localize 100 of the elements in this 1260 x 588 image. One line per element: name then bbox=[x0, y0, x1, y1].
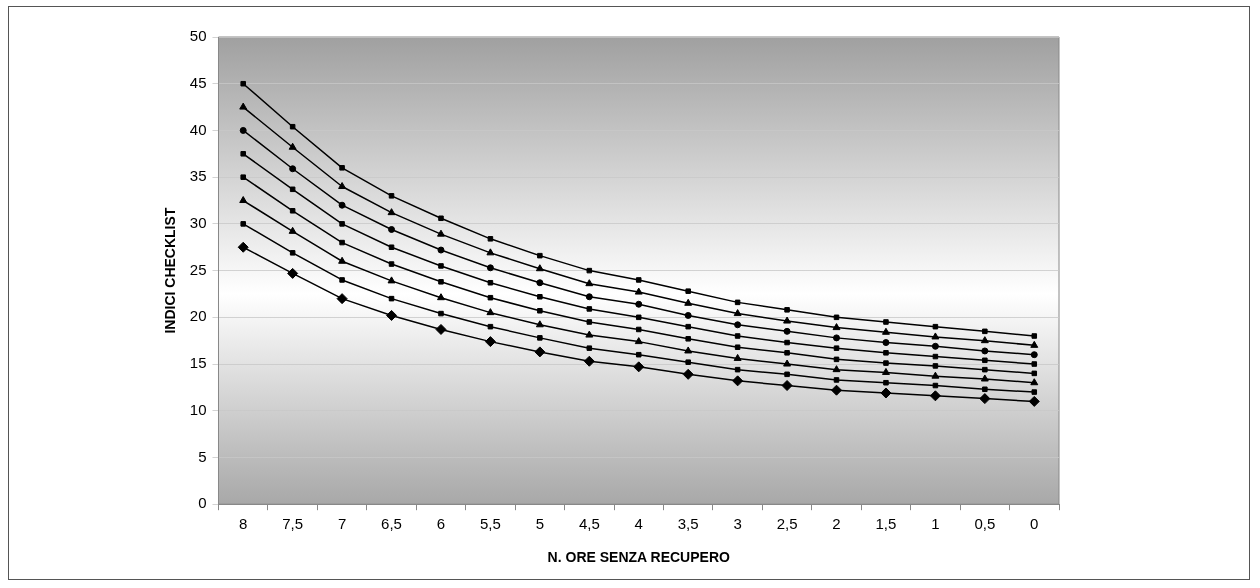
point bbox=[684, 346, 693, 354]
point bbox=[289, 123, 296, 130]
x-tick-label: 6 bbox=[436, 515, 446, 533]
point bbox=[833, 334, 841, 342]
x-tick-label: 4,5 bbox=[578, 515, 600, 533]
x-axis-title: N. ORE SENZA RECUPERO bbox=[547, 549, 730, 566]
point bbox=[437, 229, 445, 237]
x-tick-label: 3 bbox=[733, 515, 742, 533]
point bbox=[635, 326, 642, 333]
point bbox=[635, 300, 643, 308]
x-tick-label: 8 bbox=[239, 515, 248, 533]
point bbox=[982, 386, 988, 393]
point bbox=[387, 276, 396, 284]
point bbox=[240, 174, 246, 180]
point bbox=[982, 357, 988, 364]
point bbox=[240, 151, 246, 157]
point bbox=[289, 250, 296, 256]
point bbox=[781, 380, 793, 392]
y-tick-label: 35 bbox=[189, 167, 207, 185]
point bbox=[537, 308, 543, 314]
point bbox=[734, 344, 741, 350]
point bbox=[586, 306, 593, 312]
point bbox=[833, 356, 840, 363]
point bbox=[386, 309, 398, 321]
point bbox=[634, 287, 643, 295]
point bbox=[932, 382, 939, 389]
point bbox=[982, 328, 988, 335]
point bbox=[980, 374, 989, 382]
y-tick-label: 10 bbox=[189, 400, 207, 418]
point bbox=[388, 193, 395, 199]
point bbox=[536, 279, 544, 287]
point bbox=[336, 293, 348, 305]
point bbox=[831, 384, 843, 396]
point bbox=[585, 293, 593, 301]
point bbox=[1031, 361, 1038, 367]
point bbox=[980, 336, 989, 344]
point bbox=[833, 345, 840, 351]
point bbox=[486, 248, 495, 256]
point bbox=[1031, 370, 1038, 377]
y-axis-title: INDICI CHECKLIST bbox=[162, 207, 179, 334]
point bbox=[486, 308, 495, 316]
point bbox=[535, 320, 544, 328]
y-tick-label: 45 bbox=[189, 73, 207, 91]
point bbox=[338, 256, 347, 264]
point bbox=[388, 295, 395, 302]
x-tick-label: 0 bbox=[1030, 515, 1039, 533]
point bbox=[585, 330, 594, 338]
point bbox=[338, 182, 347, 189]
x-tick-label: 1,5 bbox=[875, 515, 897, 533]
point bbox=[932, 353, 939, 360]
point bbox=[339, 221, 345, 227]
point bbox=[734, 366, 741, 373]
point bbox=[883, 319, 889, 325]
x-tick-label: 5,5 bbox=[479, 515, 501, 533]
point bbox=[932, 323, 939, 330]
point bbox=[435, 323, 447, 335]
point bbox=[537, 252, 543, 259]
point bbox=[487, 279, 494, 286]
y-tick-label: 5 bbox=[198, 447, 207, 465]
point bbox=[685, 288, 691, 294]
point bbox=[784, 350, 790, 356]
point bbox=[1031, 333, 1038, 339]
point bbox=[387, 208, 396, 216]
point bbox=[635, 351, 642, 358]
point bbox=[437, 246, 445, 254]
point bbox=[684, 298, 693, 306]
point bbox=[486, 264, 494, 272]
point bbox=[339, 277, 345, 283]
point bbox=[685, 359, 691, 365]
x-tick-label: 4 bbox=[634, 515, 643, 533]
point bbox=[239, 102, 248, 110]
point bbox=[734, 299, 741, 306]
point bbox=[833, 377, 840, 383]
point bbox=[981, 347, 989, 355]
point bbox=[239, 196, 248, 204]
point bbox=[881, 367, 890, 375]
point bbox=[289, 165, 297, 173]
point bbox=[237, 241, 249, 253]
point bbox=[685, 323, 691, 330]
point bbox=[240, 221, 246, 227]
point bbox=[287, 267, 299, 279]
point bbox=[881, 327, 890, 335]
y-tick-label: 0 bbox=[198, 494, 207, 512]
point bbox=[487, 294, 494, 301]
point bbox=[732, 375, 744, 387]
point bbox=[487, 236, 494, 242]
point bbox=[585, 279, 594, 287]
y-tick-label: 20 bbox=[189, 307, 207, 325]
point bbox=[288, 142, 297, 150]
point bbox=[685, 336, 691, 342]
point bbox=[240, 80, 246, 87]
point bbox=[733, 309, 742, 317]
point bbox=[338, 201, 346, 209]
point bbox=[783, 316, 792, 324]
point bbox=[832, 365, 841, 373]
point bbox=[883, 360, 889, 366]
point bbox=[982, 366, 988, 373]
point bbox=[635, 277, 642, 283]
y-tick-label: 25 bbox=[189, 260, 207, 278]
point bbox=[880, 387, 892, 399]
